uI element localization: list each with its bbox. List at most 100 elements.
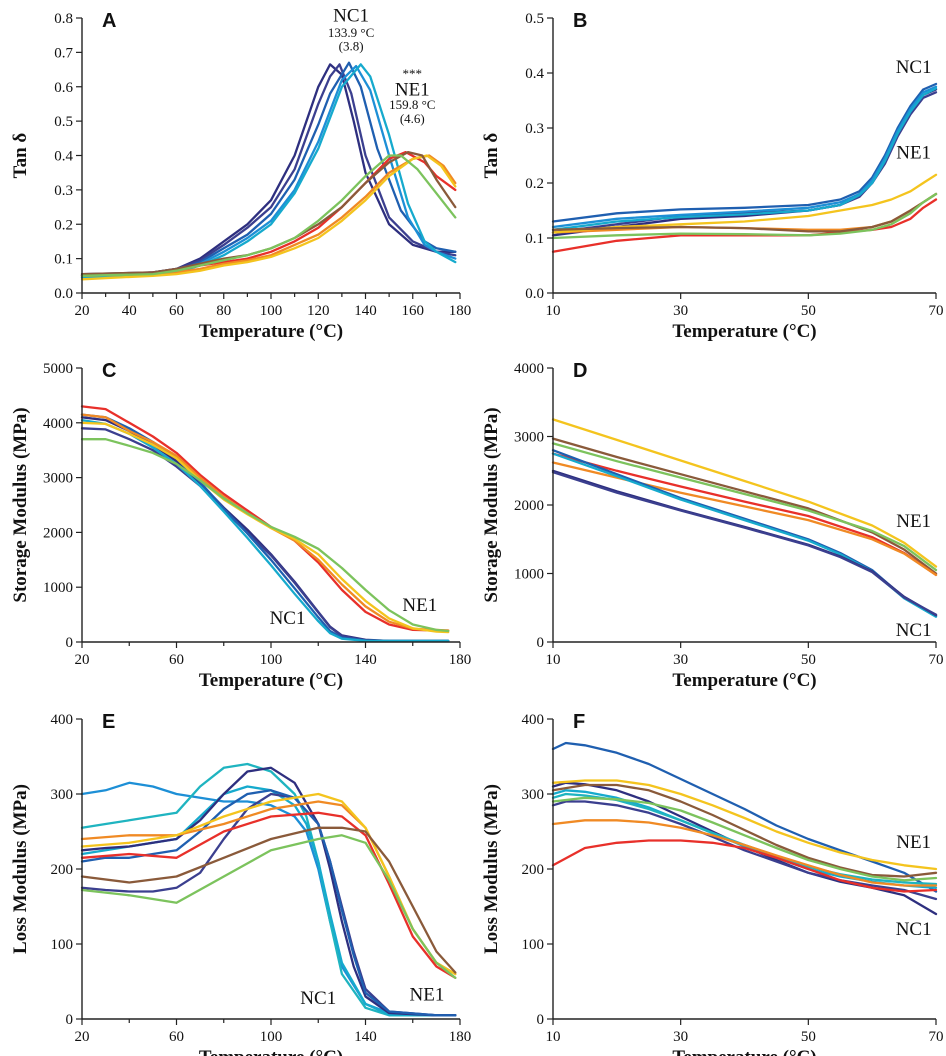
series-line-ne1-5	[80, 834, 457, 979]
annotation-label: 133.9 °C	[328, 25, 374, 40]
y-tick-label: 1000	[514, 567, 544, 583]
y-tick-label: 0.7	[54, 45, 73, 61]
series-line-nc1-4	[551, 470, 938, 616]
annotation-label: NC1	[300, 988, 336, 1009]
x-tick-label: 60	[169, 1029, 184, 1045]
y-tick-label: 0.4	[54, 149, 73, 165]
series-line-nc1-5	[551, 87, 938, 231]
x-tick-label: 140	[354, 303, 377, 319]
y-tick-label: 0.6	[54, 80, 73, 96]
annotation-label: 159.8 °C	[389, 97, 435, 112]
annotation-label: NE1	[402, 595, 437, 616]
annotation-label: NC1	[333, 5, 369, 26]
y-tick-label: 0	[537, 1012, 545, 1028]
panel-label: E	[102, 711, 115, 733]
x-tick-label: 20	[75, 303, 90, 319]
y-tick-label: 0.3	[525, 121, 544, 137]
y-tick-label: 0.5	[54, 114, 73, 130]
x-tick-label: 50	[801, 652, 816, 668]
annotation-label: ***	[403, 66, 423, 81]
panel-label: F	[573, 711, 585, 733]
y-tick-label: 0	[66, 1012, 74, 1028]
panel-c: 20 60 100 140 180 0 1000 2000 3000 4000 5000 Temper…	[10, 360, 471, 691]
panel-label: A	[102, 10, 116, 32]
series-line-ne1-1	[551, 779, 938, 871]
x-tick-label: 10	[546, 303, 561, 319]
y-tick-label: 4000	[514, 361, 544, 377]
series-line-ne1-1	[551, 418, 938, 568]
y-tick-label: 300	[522, 787, 545, 803]
y-tick-label: 0.1	[54, 252, 73, 268]
series-line-ne1-3	[551, 173, 938, 234]
y-tick-label: 3000	[514, 430, 544, 446]
x-axis-title: Temperature (°C)	[199, 1047, 343, 1056]
y-axis-title: Tan δ	[481, 133, 502, 179]
panel-b: 10 30 50 70 0.0 0.1 0.2 0.3 0.4 0.5 Temperature (°…	[481, 10, 944, 342]
annotation-label: (3.8)	[339, 39, 364, 54]
y-tick-label: 100	[522, 937, 545, 953]
series-line-ne1-4	[551, 192, 938, 233]
series-line-ne1-3	[80, 792, 457, 976]
y-axis-title: Loss Modulus (MPa)	[10, 784, 31, 954]
x-tick-label: 10	[546, 652, 561, 668]
series-line-ne1-5	[80, 154, 457, 277]
y-tick-label: 0.2	[525, 176, 544, 192]
x-tick-label: 180	[449, 652, 472, 668]
annotation-label: NC1	[896, 57, 932, 78]
series-line-ne1-5	[551, 839, 938, 893]
series-line-nc1-2	[80, 762, 457, 1017]
series-line-nc1-4	[551, 800, 938, 901]
y-tick-label: 100	[51, 937, 74, 953]
annotation-label: NC1	[896, 919, 932, 940]
annotation-label: NC1	[270, 608, 306, 629]
x-tick-label: 140	[354, 1029, 377, 1045]
y-axis-title: Storage Modulus (MPa)	[10, 407, 31, 602]
y-tick-label: 0.0	[54, 286, 73, 302]
annotation-label: NE1	[896, 142, 931, 163]
panel-label: D	[573, 360, 587, 382]
x-tick-label: 160	[402, 303, 425, 319]
y-tick-label: 2000	[514, 498, 544, 514]
panel-a: 20 40 60 80 100 120 140 160 180 0.0 0.1 0.2 0.3 0.4 0.…	[10, 5, 471, 342]
x-tick-label: 100	[260, 1029, 283, 1045]
x-tick-label: 100	[260, 652, 283, 668]
series-line-ne1-4	[551, 819, 938, 887]
series-line-nc1-2	[80, 63, 457, 276]
x-axis-title: Temperature (°C)	[672, 1047, 816, 1056]
y-tick-label: 1000	[43, 580, 73, 596]
y-axis-title: Storage Modulus (MPa)	[481, 407, 502, 602]
x-tick-label: 70	[929, 303, 944, 319]
y-tick-label: 200	[51, 862, 74, 878]
series-line-ne1-4	[80, 438, 450, 633]
panel-d: 10 30 50 70 0 1000 2000 3000 4000 Temperature (°C…	[481, 360, 944, 691]
annotation-label: NC1	[896, 620, 932, 641]
x-axis-title: Temperature (°C)	[199, 670, 343, 691]
x-tick-label: 140	[354, 652, 377, 668]
series-line-ne1-3	[551, 442, 938, 572]
y-axis-title: Tan δ	[10, 133, 31, 179]
series-line-ne1-2	[551, 783, 938, 878]
y-tick-label: 0.3	[54, 183, 73, 199]
x-axis-title: Temperature (°C)	[199, 321, 343, 342]
series-line-nc1-2	[80, 427, 450, 643]
x-tick-label: 180	[449, 303, 472, 319]
annotation-label: NE1	[896, 511, 931, 532]
y-tick-label: 0.0	[525, 286, 544, 302]
series-line-nc1-4	[80, 418, 450, 643]
x-axis-title: Temperature (°C)	[672, 670, 816, 691]
series-line-nc1-1	[80, 416, 450, 643]
y-tick-label: 300	[51, 787, 74, 803]
x-tick-label: 20	[75, 652, 90, 668]
x-tick-label: 10	[546, 1029, 561, 1045]
annotation-label: (4.6)	[400, 111, 425, 126]
y-tick-label: 3000	[43, 471, 73, 487]
x-tick-label: 60	[169, 303, 184, 319]
x-tick-label: 30	[673, 1029, 688, 1045]
annotation-label: NE1	[395, 79, 430, 100]
y-tick-label: 200	[522, 862, 545, 878]
series-line-ne1-3	[80, 421, 450, 634]
y-tick-label: 0.2	[54, 217, 73, 233]
series-line-ne1-3	[80, 154, 457, 281]
series-line-ne1-3	[551, 796, 938, 882]
